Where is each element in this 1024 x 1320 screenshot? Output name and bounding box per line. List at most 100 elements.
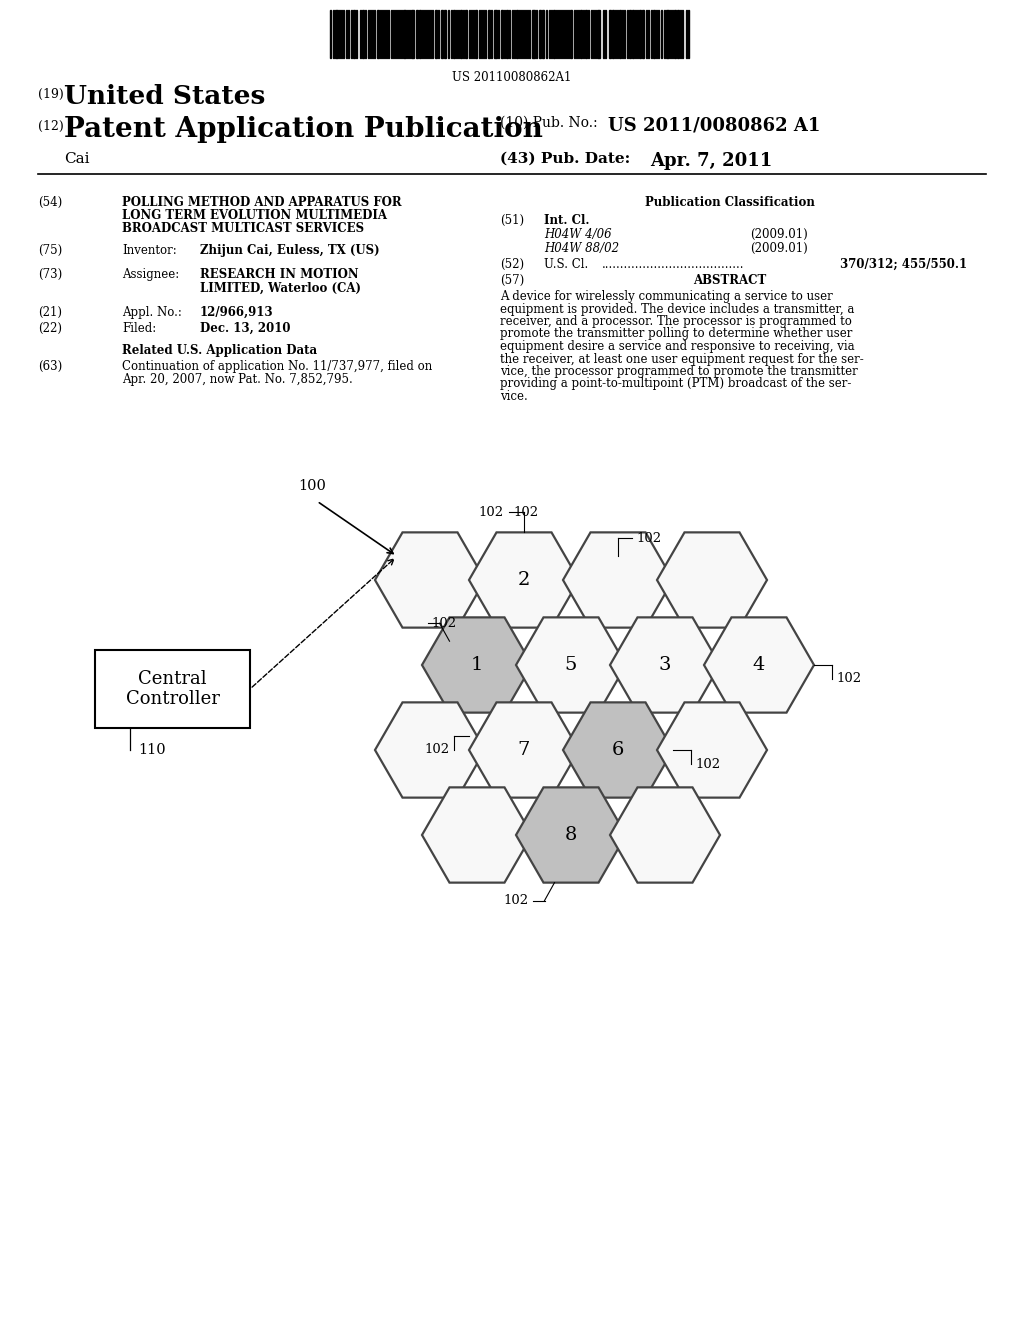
Text: LIMITED, Waterloo (CA): LIMITED, Waterloo (CA) — [200, 282, 361, 294]
Text: Central
Controller: Central Controller — [126, 669, 219, 709]
Polygon shape — [469, 532, 579, 627]
Text: 102: 102 — [636, 532, 662, 545]
Bar — [553, 11, 555, 58]
Text: vice, the processor programmed to promote the transmitter: vice, the processor programmed to promot… — [500, 366, 858, 378]
Text: (2009.01): (2009.01) — [750, 242, 808, 255]
Bar — [460, 11, 462, 58]
Text: (57): (57) — [500, 275, 524, 286]
Text: Cai: Cai — [63, 152, 89, 166]
Polygon shape — [516, 618, 626, 713]
Bar — [494, 11, 497, 58]
Text: (75): (75) — [38, 244, 62, 257]
Text: providing a point-to-multipoint (PTM) broadcast of the ser-: providing a point-to-multipoint (PTM) br… — [500, 378, 851, 391]
Bar — [488, 11, 490, 58]
Text: Publication Classification: Publication Classification — [645, 195, 815, 209]
Bar — [585, 11, 587, 58]
Text: POLLING METHOD AND APPARATUS FOR: POLLING METHOD AND APPARATUS FOR — [122, 195, 401, 209]
Text: Related U.S. Application Data: Related U.S. Application Data — [123, 345, 317, 356]
Bar — [335, 11, 338, 58]
Text: 102: 102 — [504, 894, 528, 907]
Text: 102: 102 — [479, 506, 504, 519]
Text: Zhijun Cai, Euless, TX (US): Zhijun Cai, Euless, TX (US) — [200, 244, 380, 257]
Polygon shape — [422, 787, 532, 883]
Bar — [465, 11, 467, 58]
Text: (22): (22) — [38, 322, 62, 335]
Bar — [580, 11, 582, 58]
Text: ......................................: ...................................... — [602, 257, 744, 271]
Bar — [629, 11, 631, 58]
Bar — [377, 11, 379, 58]
Text: Patent Application Publication: Patent Application Publication — [63, 116, 543, 143]
Text: 110: 110 — [138, 743, 166, 756]
Text: equipment is provided. The device includes a transmitter, a: equipment is provided. The device includ… — [500, 302, 854, 315]
Text: United States: United States — [63, 84, 265, 110]
Text: Int. Cl.: Int. Cl. — [544, 214, 590, 227]
Text: H04W 88/02: H04W 88/02 — [544, 242, 620, 255]
Text: equipment desire a service and responsive to receiving, via: equipment desire a service and responsiv… — [500, 341, 855, 352]
Polygon shape — [422, 618, 532, 713]
Text: (12): (12) — [38, 120, 63, 133]
Text: 102: 102 — [431, 616, 457, 630]
Bar — [444, 11, 446, 58]
Text: BROADCAST MULTICAST SERVICES: BROADCAST MULTICAST SERVICES — [122, 222, 365, 235]
Text: (54): (54) — [38, 195, 62, 209]
Bar — [403, 11, 406, 58]
Text: 1: 1 — [471, 656, 483, 675]
Text: (2009.01): (2009.01) — [750, 228, 808, 242]
Text: (43) Pub. Date:: (43) Pub. Date: — [500, 152, 630, 166]
Bar — [501, 11, 503, 58]
Bar — [516, 11, 518, 58]
Text: (73): (73) — [38, 268, 62, 281]
Text: Filed:: Filed: — [122, 322, 157, 335]
Text: 8: 8 — [565, 826, 578, 843]
Bar — [441, 11, 443, 58]
Bar — [453, 11, 455, 58]
Bar — [632, 11, 634, 58]
Polygon shape — [375, 702, 485, 797]
Bar — [539, 11, 541, 58]
Bar — [612, 11, 614, 58]
Text: (51): (51) — [500, 214, 524, 227]
Polygon shape — [610, 787, 720, 883]
Bar — [411, 11, 414, 58]
Text: Appl. No.:: Appl. No.: — [122, 306, 182, 319]
Text: H04W 4/06: H04W 4/06 — [544, 228, 611, 242]
Text: Continuation of application No. 11/737,977, filed on: Continuation of application No. 11/737,9… — [122, 360, 432, 374]
Polygon shape — [563, 702, 673, 797]
Bar — [416, 11, 418, 58]
Polygon shape — [657, 532, 767, 627]
Bar — [435, 11, 437, 58]
Text: 370/312; 455/550.1: 370/312; 455/550.1 — [840, 257, 967, 271]
Text: 102: 102 — [695, 758, 720, 771]
Bar — [597, 11, 600, 58]
Bar — [666, 11, 669, 58]
Text: receiver, and a processor. The processor is programmed to: receiver, and a processor. The processor… — [500, 315, 852, 327]
Text: (10) Pub. No.:: (10) Pub. No.: — [500, 116, 598, 129]
Text: 102: 102 — [836, 672, 861, 685]
Text: 3: 3 — [658, 656, 672, 675]
Text: RESEARCH IN MOTION: RESEARCH IN MOTION — [200, 268, 358, 281]
Polygon shape — [610, 618, 720, 713]
Bar — [570, 11, 572, 58]
Text: ABSTRACT: ABSTRACT — [693, 275, 767, 286]
Polygon shape — [657, 702, 767, 797]
Bar — [653, 11, 655, 58]
Bar — [95, 649, 250, 729]
Bar — [609, 11, 611, 58]
Text: Apr. 20, 2007, now Pat. No. 7,852,795.: Apr. 20, 2007, now Pat. No. 7,852,795. — [122, 374, 352, 385]
Text: 12/966,913: 12/966,913 — [200, 306, 273, 319]
Text: 6: 6 — [611, 741, 625, 759]
Text: promote the transmitter polling to determine whether user: promote the transmitter polling to deter… — [500, 327, 852, 341]
Text: vice.: vice. — [500, 389, 527, 403]
Text: Dec. 13, 2010: Dec. 13, 2010 — [200, 322, 291, 335]
Text: Apr. 7, 2011: Apr. 7, 2011 — [650, 152, 772, 170]
Text: (52): (52) — [500, 257, 524, 271]
Polygon shape — [516, 787, 626, 883]
Text: 100: 100 — [298, 479, 326, 494]
Text: (19): (19) — [38, 88, 63, 102]
Polygon shape — [705, 618, 814, 713]
Bar — [475, 11, 477, 58]
Bar — [542, 11, 544, 58]
Text: 2: 2 — [518, 572, 530, 589]
Bar — [362, 11, 364, 58]
